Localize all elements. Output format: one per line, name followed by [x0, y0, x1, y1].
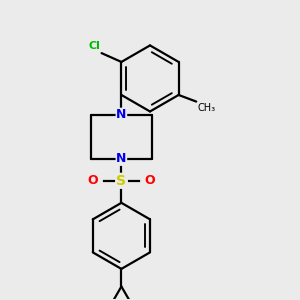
- Text: CH₃: CH₃: [197, 103, 215, 113]
- Text: O: O: [145, 174, 155, 187]
- Text: O: O: [88, 174, 98, 187]
- Text: S: S: [116, 174, 126, 188]
- Text: N: N: [116, 152, 127, 165]
- Text: Cl: Cl: [88, 41, 101, 51]
- Text: N: N: [116, 108, 127, 121]
